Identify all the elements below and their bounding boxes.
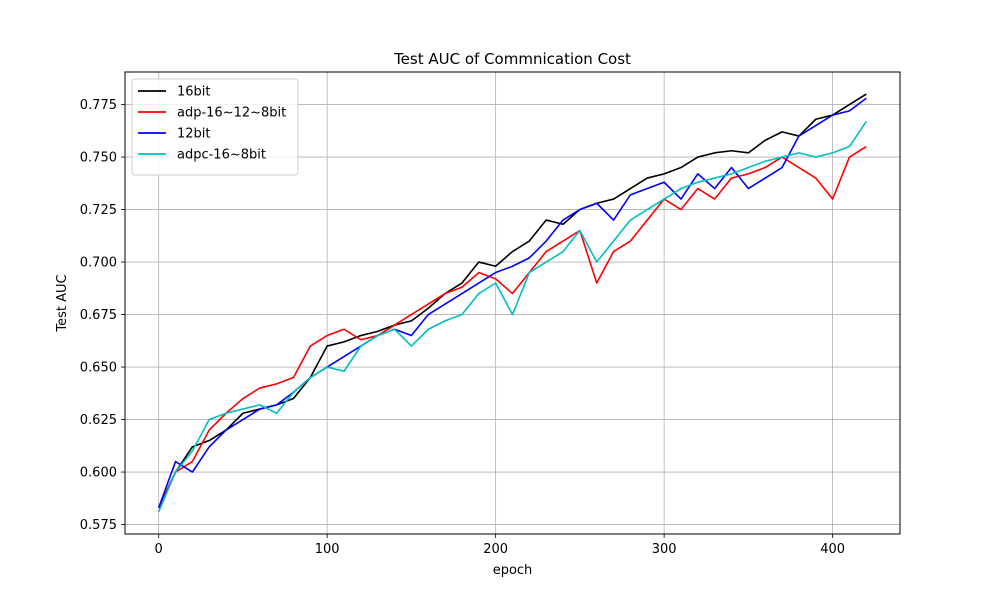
legend-label: adpc-16~8bit — [177, 148, 266, 163]
y-axis-label: Test AUC — [55, 274, 70, 332]
x-tick-label: 0 — [155, 542, 163, 557]
x-tick-label: 300 — [652, 542, 677, 557]
x-tick-label: 400 — [820, 542, 845, 557]
y-tick-label: 0.650 — [80, 361, 117, 376]
chart-title: Test AUC of Commnication Cost — [393, 50, 631, 68]
x-axis: 0 100 200 300 400 — [155, 534, 845, 557]
y-tick-label: 0.750 — [80, 151, 117, 166]
legend-label: adp-16~12~8bit — [177, 106, 286, 121]
x-axis-label: epoch — [493, 563, 533, 578]
series-line-2 — [157, 145, 867, 509]
plot-frame — [124, 71, 901, 535]
legend-label: 16bit — [177, 85, 211, 100]
legend-box — [131, 78, 299, 176]
y-tick-label: 0.725 — [80, 203, 117, 218]
legend: 16bit adp-16~12~8bit 12bit adpc-16~8bit — [131, 78, 299, 176]
series-line-4 — [157, 120, 867, 513]
y-tick-label: 0.625 — [80, 413, 117, 428]
x-tick-label: 100 — [315, 542, 340, 557]
legend-label: 12bit — [177, 127, 211, 142]
x-tick-label: 200 — [483, 542, 508, 557]
y-tick-label: 0.575 — [80, 518, 117, 533]
series-line-3 — [157, 97, 867, 509]
y-tick-label: 0.700 — [80, 256, 117, 271]
y-axis: 0.575 0.600 0.625 0.650 0.675 0.700 0.725 0.750… — [80, 98, 125, 533]
y-tick-label: 0.675 — [80, 308, 117, 323]
y-tick-label: 0.775 — [80, 98, 117, 113]
y-tick-label: 0.600 — [80, 466, 117, 481]
series-group — [157, 93, 867, 513]
